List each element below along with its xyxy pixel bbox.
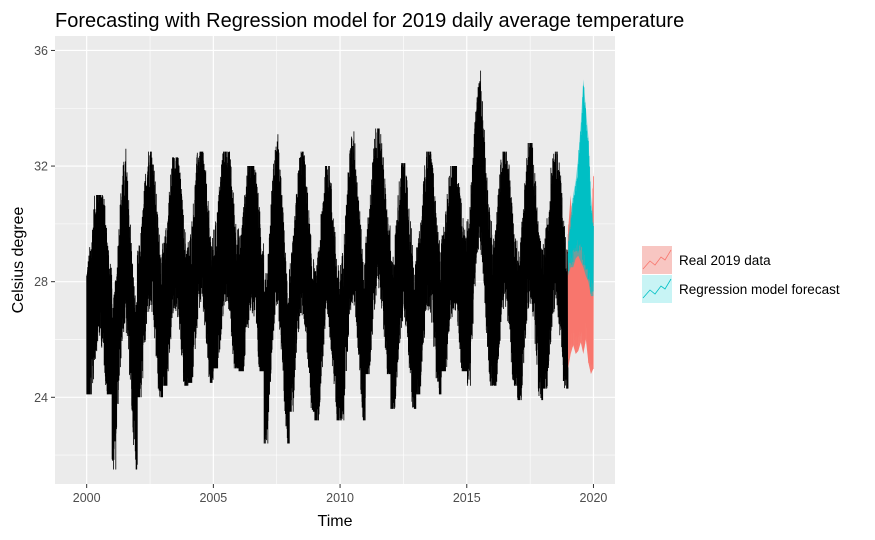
series-line: [567, 85, 594, 294]
legend-key-fill: [642, 275, 672, 303]
legend-key-line: [642, 278, 672, 299]
historical-series: [86, 70, 569, 470]
y-tick-label: 28: [34, 275, 48, 289]
legend-key: [642, 275, 672, 303]
y-tick-label: 32: [34, 160, 48, 174]
series-regression-forecast: [567, 79, 594, 297]
x-tick-labels: 2000 2005 2010 2015 2020: [73, 491, 608, 505]
legend-label: Regression model forecast: [679, 282, 840, 297]
chart-title: Forecasting with Regression model for 20…: [55, 10, 684, 32]
historical-line: [86, 70, 569, 470]
x-tick-label: 2005: [199, 491, 227, 505]
y-tick-label: 24: [34, 391, 48, 405]
x-tick-label: 2000: [73, 491, 101, 505]
series-line: [567, 173, 594, 369]
legend-key-line: [642, 249, 672, 270]
legend-key: [642, 246, 672, 274]
forecast-series: [567, 79, 594, 375]
legend: Real 2019 data Regression model forecast: [642, 246, 840, 303]
y-tick-label: 36: [34, 44, 48, 58]
y-tick-labels: 24 28 32 36: [34, 44, 48, 405]
y-axis-title: Celsius degree: [10, 207, 27, 314]
x-tick-label: 2020: [580, 491, 608, 505]
legend-label: Real 2019 data: [679, 253, 771, 268]
legend-key-fill: [642, 246, 672, 274]
axis-ticks: [51, 49, 594, 488]
x-axis-title: Time: [318, 513, 353, 530]
x-tick-label: 2010: [326, 491, 354, 505]
x-tick-label: 2015: [453, 491, 481, 505]
